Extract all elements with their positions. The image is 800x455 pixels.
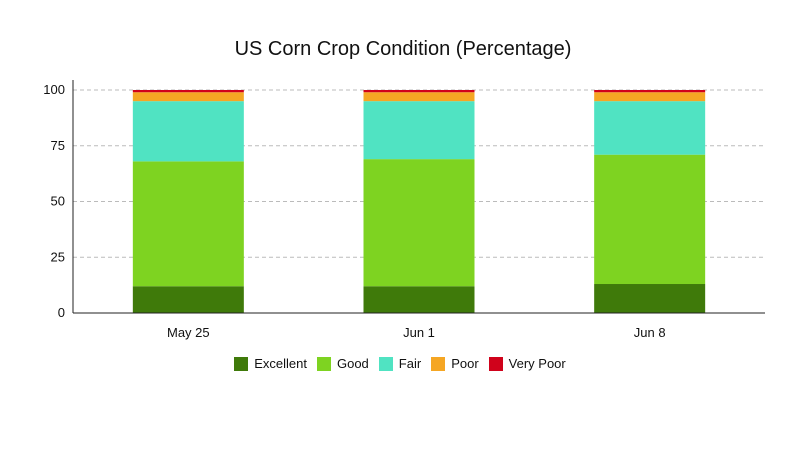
y-tick-label-50: 50 xyxy=(51,194,65,209)
bar-jun-8-poor xyxy=(594,92,706,102)
legend-item-fair[interactable]: Fair xyxy=(378,356,422,371)
bar-jun-8-very-poor xyxy=(594,90,706,93)
bar-jun-8-good xyxy=(594,154,706,285)
x-tick-label-jun-8: Jun 8 xyxy=(634,325,666,340)
legend-label: Poor xyxy=(451,356,479,371)
bar-jun-8-fair xyxy=(594,101,706,155)
bar-jun-1-fair xyxy=(363,101,475,160)
legend-item-good[interactable]: Good xyxy=(316,356,369,371)
y-tick-label-0: 0 xyxy=(58,305,65,320)
y-tick-label-100: 100 xyxy=(43,82,65,97)
legend-swatch xyxy=(488,356,503,371)
legend-label: Very Poor xyxy=(508,356,566,371)
axes: 0 25 50 75 100 May 25 Jun 1 Jun 8 xyxy=(43,80,765,340)
x-tick-label-jun-1: Jun 1 xyxy=(403,325,435,340)
bars xyxy=(132,90,706,313)
y-tick-label-25: 25 xyxy=(51,249,65,264)
bar-jun-1-excellent xyxy=(363,286,475,313)
legend-item-excellent[interactable]: Excellent xyxy=(234,356,307,371)
bar-may-25-excellent xyxy=(132,286,244,313)
bar-jun-1-poor xyxy=(363,92,475,102)
bar-may-25-fair xyxy=(132,101,244,162)
legend-label: Excellent xyxy=(254,356,307,371)
legend-swatch xyxy=(234,356,249,371)
bar-jun-8-excellent xyxy=(594,284,706,313)
y-tick-label-75: 75 xyxy=(51,138,65,153)
legend-swatch xyxy=(431,356,446,371)
legend-label: Good xyxy=(336,356,369,371)
legend-swatch xyxy=(316,356,331,371)
bar-jun-1-very-poor xyxy=(363,90,475,93)
legend-swatch xyxy=(378,356,393,371)
bar-may-25-very-poor xyxy=(132,90,244,93)
bar-may-25-good xyxy=(132,161,244,287)
legend-item-poor[interactable]: Poor xyxy=(431,356,479,371)
legend-item-very-poor[interactable]: Very Poor xyxy=(488,356,566,371)
bar-may-25-poor xyxy=(132,92,244,102)
legend: Excellent Good Fair Poor Very Poor xyxy=(0,356,800,371)
chart-title: US Corn Crop Condition (Percentage) xyxy=(235,38,572,60)
x-tick-label-may-25: May 25 xyxy=(167,325,210,340)
bar-jun-1-good xyxy=(363,159,475,287)
legend-label: Fair xyxy=(398,356,422,371)
